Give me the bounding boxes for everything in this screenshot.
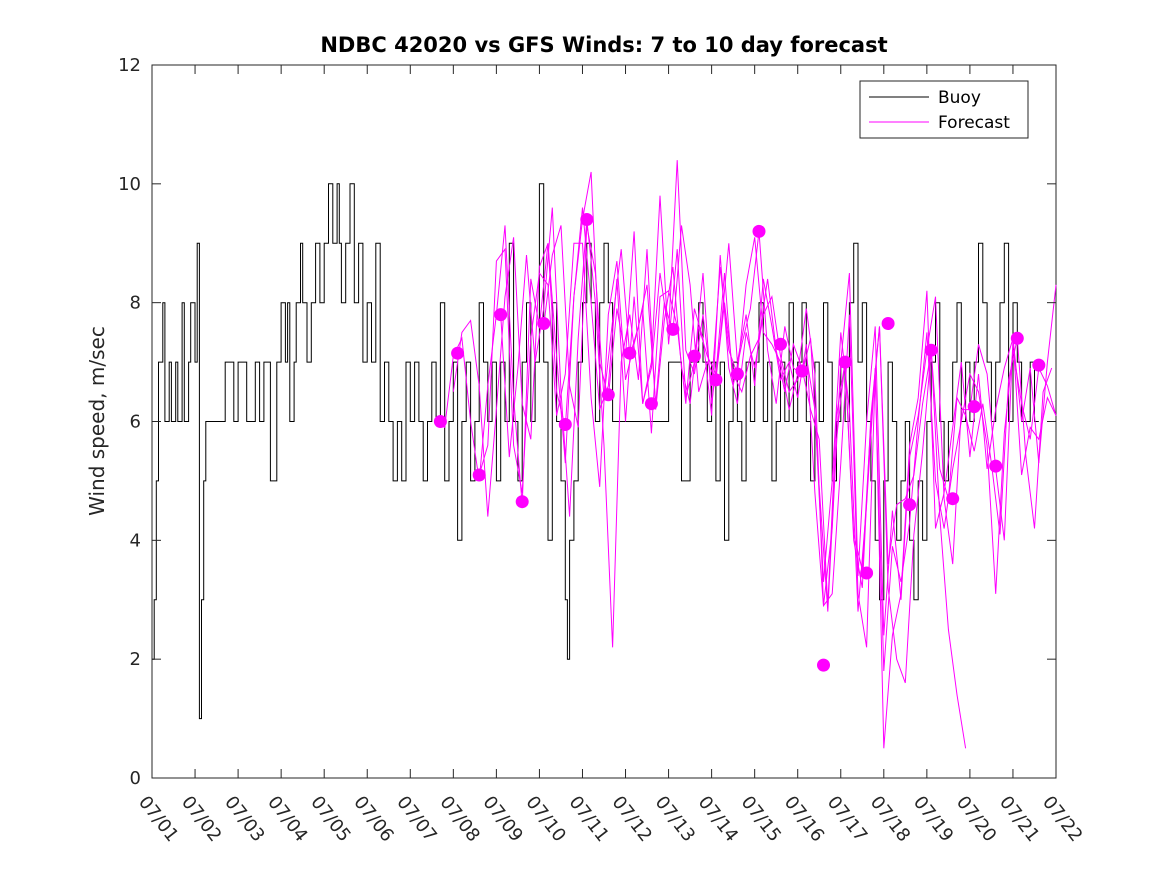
forecast-marker [687,349,701,363]
forecast-marker [924,343,938,357]
forecast-marker [774,337,787,351]
forecast-marker [472,468,486,482]
forecast-marker [989,459,1003,473]
forecast-series-line-2 [452,195,1057,672]
forecast-marker [795,364,809,378]
forecast-marker [1010,331,1024,345]
forecast-marker [494,308,508,322]
legend-box [859,80,1029,139]
forecast-marker [860,566,874,580]
legend-label-forecast: Forecast [938,113,1010,133]
forecast-marker [903,498,917,512]
forecast-marker [817,658,830,672]
forecast-marker [881,317,895,330]
y-tick-label: 10 [118,174,141,195]
legend: Buoy Forecast [859,80,1029,139]
forecast-marker [601,388,615,402]
forecast-marker [644,397,658,411]
y-tick-label: 0 [130,768,141,789]
y-tick-label: 12 [118,55,141,76]
forecast-series-line-4 [500,207,967,749]
y-tick-label: 2 [130,649,141,670]
forecast-marker [433,415,447,428]
forecast-marker [451,346,465,360]
forecast-marker [537,317,551,330]
forecast-marker [709,373,723,387]
marker-layer [433,213,1046,672]
forecast-series-line-5 [543,225,1053,606]
chart-title: NDBC 42020 vs GFS Winds: 7 to 10 day for… [320,33,887,57]
forecast-marker [1032,358,1046,372]
forecast-marker [515,495,529,509]
legend-label-buoy: Buoy [938,88,981,108]
y-tick-label: 8 [130,293,141,314]
forecast-marker [730,367,744,381]
forecast-series-line-3 [478,242,1057,749]
forecast-marker [752,224,766,238]
forecast-marker [558,418,572,431]
y-tick-label: 6 [130,412,141,433]
forecast-marker [623,346,637,360]
forecast-marker [666,322,680,336]
y-axis-label: Wind speed, m/sec [85,326,109,516]
forecast-marker [580,213,594,226]
y-tick-label: 4 [130,530,141,551]
forecast-marker [967,400,981,414]
forecast-marker [946,492,960,506]
forecast-marker [838,355,852,369]
